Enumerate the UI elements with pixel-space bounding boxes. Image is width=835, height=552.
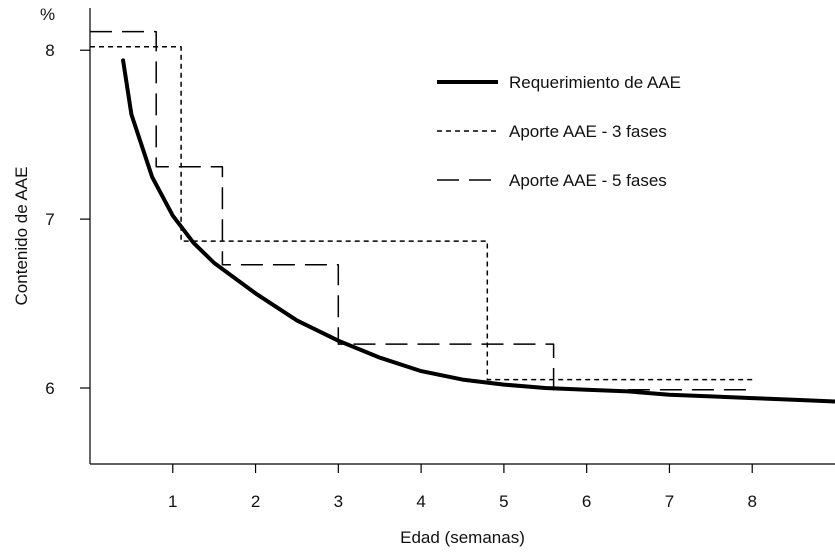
x-tick-label: 7 (665, 492, 674, 511)
y-tick-label: 6 (45, 379, 54, 398)
x-tick-label: 4 (416, 492, 425, 511)
x-tick-label: 5 (499, 492, 508, 511)
y-tick-label: 7 (45, 210, 54, 229)
y-unit-label: % (40, 5, 55, 24)
series-line-requerimiento-de-aae (121, 58, 835, 404)
x-tick-label: 3 (334, 492, 343, 511)
y-axis-title: Contenido de AAE (12, 167, 31, 306)
series-line-aporte-aae-3-fases (90, 46, 753, 381)
x-tick-label: 1 (168, 492, 177, 511)
legend: Requerimiento de AAE Aporte AAE - 3 fases… (437, 73, 681, 190)
y-ticks: 6 7 8 (45, 41, 90, 398)
y-tick-label: 8 (45, 41, 54, 60)
series-line-aporte-aae-5-fases (90, 30, 753, 391)
x-tick-label: 6 (582, 492, 591, 511)
legend-label-aporte-aae-3-fases: Aporte AAE - 3 fases (509, 122, 667, 141)
x-tick-label: 8 (747, 492, 756, 511)
x-tick-label: 2 (251, 492, 260, 511)
legend-label-aporte-aae-5-fases: Aporte AAE - 5 fases (509, 171, 667, 190)
legend-label-requerimiento-de-aae: Requerimiento de AAE (509, 73, 681, 92)
series-layer (90, 30, 835, 404)
x-ticks: 1 2 3 4 5 6 7 8 (168, 464, 757, 511)
x-axis-title: Edad (semanas) (400, 528, 525, 547)
